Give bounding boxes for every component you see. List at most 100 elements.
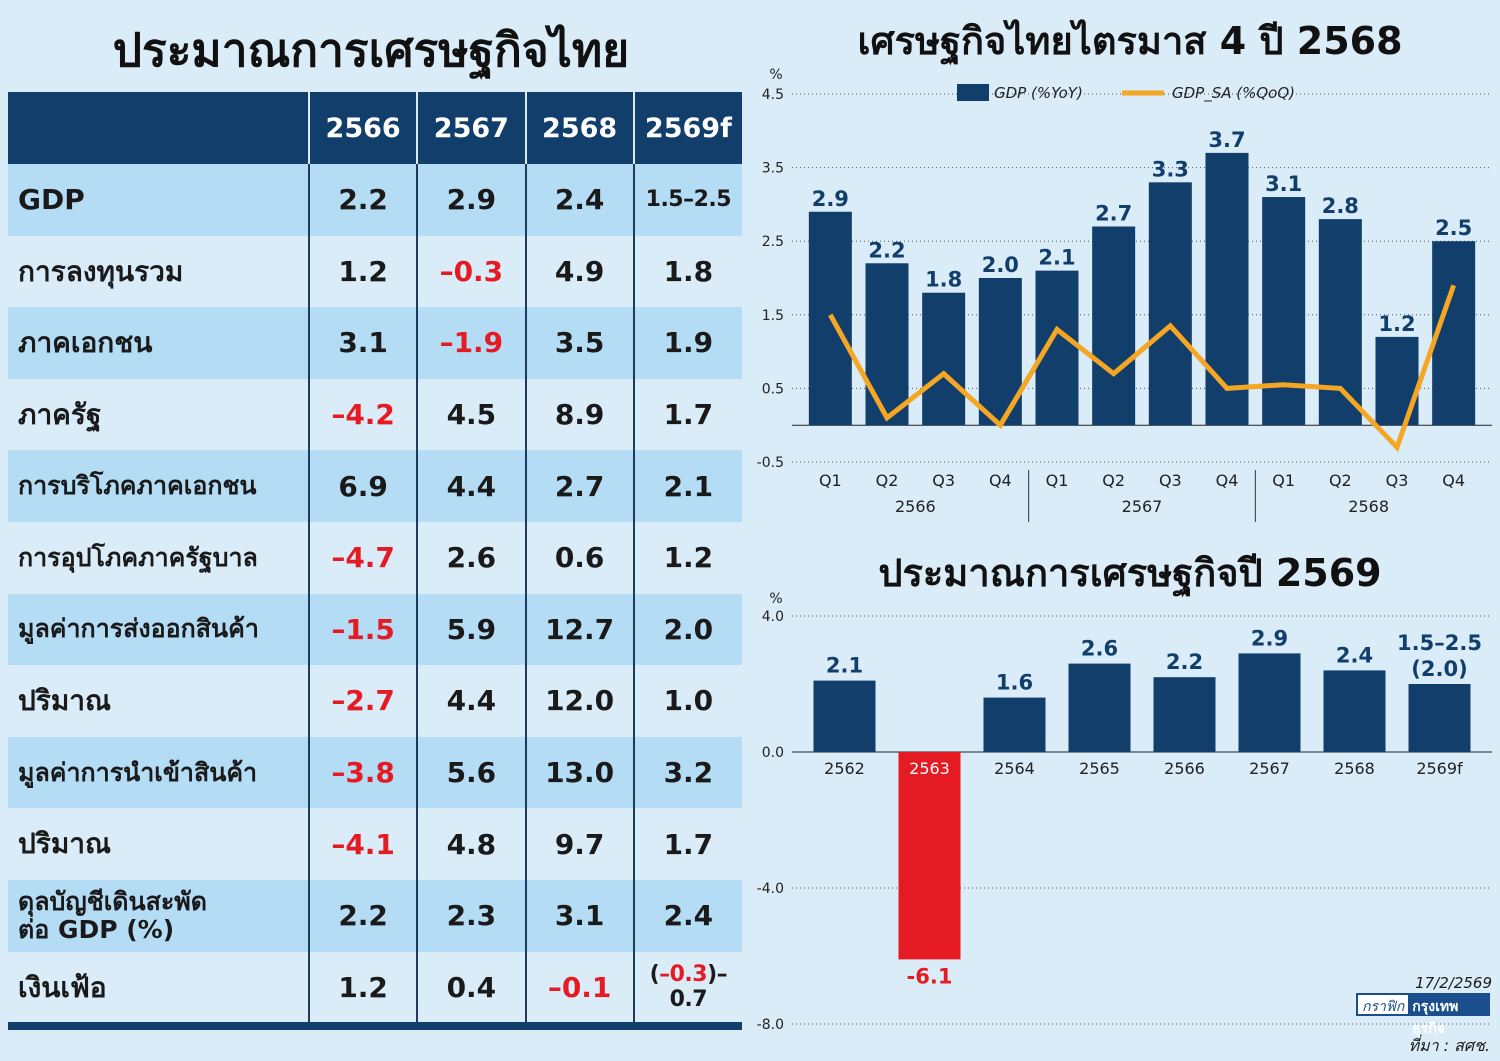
table-cell: 3.5	[524, 307, 634, 379]
table-cell: 0.6	[524, 521, 634, 594]
table-cell: 2.4	[632, 879, 742, 952]
row-label: ปริมาณ	[8, 808, 309, 880]
table-cell: –3.8	[307, 736, 418, 809]
y-unit-label: %	[769, 67, 782, 83]
table-row: ปริมาณ –2.7 4.4 12.0 1.0	[8, 665, 742, 737]
quarterly-chart-title: เศรษฐกิจไทยไตรมาส 4 ปี 2568	[857, 19, 1403, 63]
header-2567: 2567	[416, 92, 526, 164]
x-tick-label: 2567	[1249, 759, 1290, 778]
x-tick-label: 2564	[994, 759, 1035, 778]
table-cell: –2.7	[307, 665, 418, 737]
header-2566: 2566	[307, 92, 418, 164]
y-tick-label: 0.0	[762, 745, 784, 761]
table-cell: 1.8	[632, 235, 742, 308]
x-tick-label: Q3	[1159, 471, 1182, 490]
annual-gdp-sub-label: (2.0)	[1411, 657, 1467, 681]
cell-part: –0.3	[659, 962, 708, 988]
table-row: ดุลบัญชีเดินสะพัด ต่อ GDP (%) 2.2 2.3 3.1 2.4	[8, 879, 742, 952]
table-header-row: 2566 2567 2568 2569f	[8, 92, 742, 164]
table-row: การบริโภคภาคเอกชน 6.9 4.4 2.7 2.1	[8, 450, 742, 522]
credit-badge: กราฟิก กรุงเทพธุรกิจ	[1356, 993, 1490, 1037]
table-cell: 8.9	[524, 378, 634, 451]
row-label-text: มูลค่าการนำเข้าสินค้า	[18, 757, 258, 787]
gdp-yoy-data-label: 3.7	[1208, 128, 1245, 152]
annual-gdp-data-label: 2.6	[1081, 637, 1118, 661]
x-tick-label: 2563	[909, 759, 950, 778]
table-cell: 1.2	[307, 951, 418, 1024]
annual-gdp-bar	[1153, 677, 1216, 752]
table-row: ปริมาณ –4.1 4.8 9.7 1.7	[8, 808, 742, 880]
y-tick-label: 1.5	[762, 308, 784, 324]
annual-gdp-data-label: 2.4	[1336, 643, 1373, 667]
gdp-yoy-bar	[865, 263, 909, 426]
x-tick-label: 2565	[1079, 759, 1120, 778]
table-row: มูลค่าการส่งออกสินค้า –1.5 5.9 12.7 2.0	[8, 593, 742, 666]
y-tick-label: 0.5	[762, 381, 784, 397]
credit-label: กราฟิก	[1362, 999, 1405, 1015]
x-tick-label: Q3	[1386, 471, 1409, 490]
table-row: GDP 2.2 2.9 2.4 1.5–2.5	[8, 164, 742, 236]
annual-gdp-bar	[1408, 684, 1471, 752]
table-cell: –0.3	[416, 235, 526, 308]
table-row: การอุปโภคภาครัฐบาล –4.7 2.6 0.6 1.2	[8, 521, 742, 594]
gdp-yoy-data-label: 2.1	[1038, 246, 1075, 270]
annual-chart-title: ประมาณการเศรษฐกิจปี 2569	[878, 551, 1382, 595]
row-label-text: ดุลบัญชีเดินสะพัด	[18, 886, 207, 916]
y-tick-label: 4.0	[762, 609, 784, 625]
x-tick-label: Q2	[1102, 471, 1125, 490]
x-tick-label: Q1	[819, 471, 842, 490]
legend-label-gdp-yoy: GDP (%YoY)	[994, 84, 1083, 102]
gdp-yoy-data-label: 2.2	[868, 238, 905, 262]
gdp-yoy-data-label: 3.1	[1265, 172, 1302, 196]
table-cell: 4.4	[416, 665, 526, 737]
legend-swatch-gdp-yoy	[957, 84, 989, 101]
gdp-yoy-bar	[1318, 219, 1362, 426]
x-tick-label: Q4	[989, 471, 1012, 490]
annual-gdp-data-label: 2.9	[1251, 626, 1288, 650]
table-row: เงินเฟ้อ 1.2 0.4 –0.1 (–0.3)–0.7	[8, 951, 742, 1024]
row-label: การลงทุนรวม	[8, 235, 309, 308]
annual-gdp-bar	[813, 680, 876, 752]
table-cell: 4.9	[524, 235, 634, 308]
row-label-text: เงินเฟ้อ	[18, 970, 107, 1004]
source-label: ที่มา : สศช.	[1408, 1036, 1490, 1055]
table-cell: 2.7	[524, 450, 634, 522]
table-row: มูลค่าการนำเข้าสินค้า –3.8 5.6 13.0 3.2	[8, 736, 742, 809]
gdp-yoy-bar	[1035, 270, 1079, 426]
table-cell: –4.7	[307, 521, 418, 594]
annual-gdp-data-label: 1.6	[996, 671, 1033, 695]
row-label: การบริโภคภาคเอกชน	[8, 450, 309, 522]
row-label-text: GDP	[18, 183, 85, 217]
table-cell: 2.4	[524, 164, 634, 236]
table-cell: 2.9	[416, 164, 526, 236]
gdp-yoy-data-label: 3.3	[1152, 157, 1189, 181]
table-cell: –0.1	[524, 951, 634, 1024]
table-cell: 5.9	[416, 593, 526, 666]
row-label-text: ภาคเอกชน	[18, 326, 153, 360]
row-label: ภาครัฐ	[8, 378, 309, 451]
gdp-yoy-data-label: 1.2	[1378, 312, 1415, 336]
table-cell: 1.5–2.5	[632, 164, 742, 236]
table-cell: 2.2	[307, 164, 418, 236]
table-cell: 1.2	[307, 235, 418, 308]
row-label: ภาคเอกชน	[8, 307, 309, 379]
annual-gdp-bar	[898, 752, 961, 960]
annual-gdp-chart: 4.0 0.0 -4.0 -8.0% 2.1 2562 -6.1 2563 1.6 2564 2.6…	[757, 591, 1492, 1033]
quarterly-gdp-chart: 4.5 3.5 2.5 1.5 0.5 -0.5% 2.9 2.2 1.8 2.0 2.1 2.7 3.…	[757, 67, 1492, 522]
x-tick-label: Q1	[1046, 471, 1069, 490]
row-label: ดุลบัญชีเดินสะพัด ต่อ GDP (%)	[8, 879, 309, 952]
annual-gdp-bar	[983, 697, 1046, 752]
gdp-yoy-bar	[1205, 152, 1249, 426]
forecast-table: 2566 2567 2568 2569f GDP 2.2 2.9 2.4 1.5–2.5…	[8, 92, 742, 1024]
y-tick-label: 3.5	[762, 161, 784, 177]
table-cell: 12.0	[524, 665, 634, 737]
table-title: ประมาณการเศรษฐกิจไทย	[112, 23, 630, 77]
y-tick-label: -0.5	[757, 455, 784, 471]
table-cell: 1.7	[632, 808, 742, 880]
y-tick-label: -8.0	[757, 1017, 784, 1033]
table-cell: 2.6	[416, 521, 526, 594]
legend-label-gdp-sa: GDP_SA (%QoQ)	[1172, 84, 1295, 103]
table-cell: 12.7	[524, 593, 634, 666]
row-label-text: ปริมาณ	[18, 684, 111, 718]
annual-gdp-bar	[1323, 670, 1386, 752]
